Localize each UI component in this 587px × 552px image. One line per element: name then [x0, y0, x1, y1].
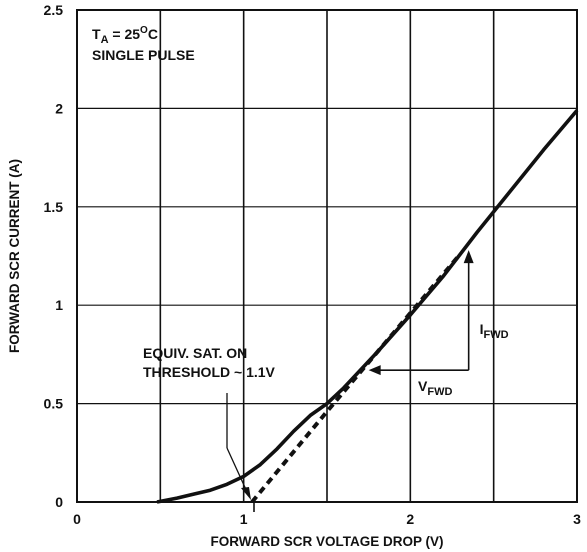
annotation-layer	[226, 250, 474, 512]
ifwd-label: IFWD	[480, 321, 509, 341]
vfwd-label: VFWD	[418, 378, 452, 398]
x-tick-label: 0	[73, 511, 81, 527]
threshold-arrowhead	[241, 487, 251, 500]
threshold-label-line2: THRESHOLD ~ 1.1V	[143, 364, 276, 380]
solid-series-line	[156, 109, 579, 504]
y-tick-labels: 0 0.5 1 1.5 2 2.5	[44, 2, 64, 510]
threshold-pointer-diagonal	[226, 447, 249, 495]
ifwd-arrowhead	[463, 250, 474, 264]
y-tick-label: 1	[55, 297, 63, 313]
y-tick-label: 2	[55, 100, 63, 116]
x-tick-label: 2	[406, 511, 414, 527]
dashed-series-line	[250, 252, 462, 504]
conditions-label: TA = 25OC SINGLE PULSE	[92, 25, 195, 63]
vfwd-arrowhead	[368, 365, 381, 376]
x-axis-title: FORWARD SCR VOLTAGE DROP (V)	[210, 534, 443, 549]
ambient-temperature-label: TA = 25OC	[92, 25, 158, 46]
threshold-label-line1: EQUIV. SAT. ON	[143, 345, 247, 361]
x-tick-label: 3	[573, 511, 581, 527]
y-axis-title: FORWARD SCR CURRENT (A)	[7, 159, 22, 353]
y-tick-label: 0.5	[44, 396, 64, 412]
single-pulse-label: SINGLE PULSE	[92, 47, 195, 63]
y-tick-label: 2.5	[44, 2, 64, 18]
series-layer	[156, 109, 579, 504]
x-tick-label: 1	[240, 511, 248, 527]
plot-frame	[76, 9, 578, 503]
y-tick-label: 1.5	[44, 199, 64, 215]
y-tick-label: 0	[55, 494, 63, 510]
grid-layer	[77, 9, 578, 502]
x-tick-labels: 0 1 2 3	[73, 511, 581, 527]
